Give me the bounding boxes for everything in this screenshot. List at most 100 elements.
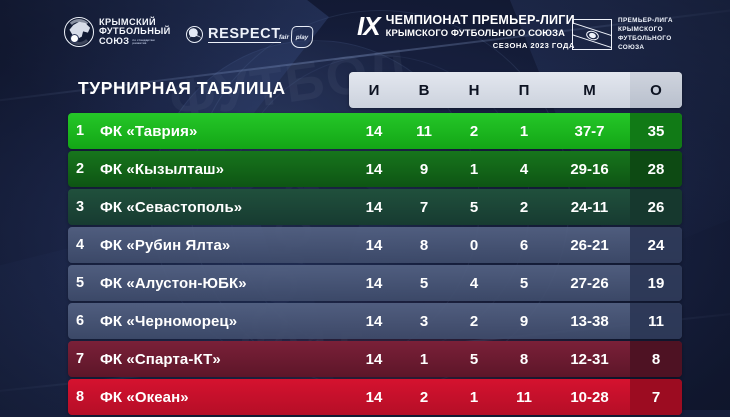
row-team: ФК «Таврия»: [100, 122, 198, 140]
kfs-fineprint-1: по стандартам: [132, 37, 155, 42]
table-row[interactable]: 3 ФК «Севастополь» 14 7 5 2 24-11 26: [68, 189, 682, 225]
fair-play-shield-icon: play: [290, 26, 314, 48]
row-draws: 1: [469, 160, 479, 178]
table-row[interactable]: 5 ФК «Алустон-ЮБК» 14 5 4 5 27-26 19: [68, 265, 682, 301]
row-games: 14: [365, 160, 383, 178]
table-row[interactable]: 4 ФК «Рубин Ялта» 14 8 0 6 26-21 24: [68, 227, 682, 263]
row-losses: 5: [519, 274, 529, 292]
row-goals: 13-38: [570, 312, 609, 330]
championship-season: СЕЗОНА 2023 ГОДА: [492, 40, 575, 50]
kfs-line-1: КРЫМСКИЙ: [99, 16, 157, 27]
row-rank: 7: [75, 351, 85, 367]
column-header-draws: Н: [468, 81, 480, 99]
row-wins: 3: [419, 312, 429, 330]
table-header-row: ТУРНИРНАЯ ТАБЛИЦА И В Н П М О: [0, 68, 730, 113]
crimean-football-union-crest-icon: [64, 17, 94, 47]
row-goals: 24-11: [570, 198, 609, 216]
premier-league-pitch-mark-icon: [572, 18, 612, 50]
row-points: 7: [630, 379, 682, 415]
row-draws: 4: [469, 274, 479, 292]
row-games: 14: [365, 350, 383, 368]
table-row[interactable]: 2 ФК «Кызылташ» 14 9 1 4 29-16 28: [68, 151, 682, 187]
column-header-games: И: [368, 81, 380, 99]
row-wins: 9: [419, 160, 429, 178]
row-points: 24: [630, 227, 682, 263]
row-games: 14: [365, 236, 383, 254]
championship-title-block: IX ЧЕМПИОНАТ ПРЕМЬЕР-ЛИГИ КРЫМСКОГО ФУТБ…: [357, 12, 575, 50]
row-games: 14: [365, 312, 383, 330]
table-row[interactable]: 8 ФК «Океан» 14 2 1 11 10-28 7: [68, 379, 682, 415]
fair-play-logo: fair play: [279, 26, 314, 48]
row-goals: 26-21: [570, 236, 609, 254]
respect-logo: RESPECT: [186, 26, 281, 43]
premier-league-line-2: КРЫМСКОГО: [618, 26, 663, 34]
row-games: 14: [365, 122, 383, 140]
fair-play-play-label: play: [295, 33, 309, 41]
row-points: 19: [630, 265, 682, 301]
column-header-wins: В: [418, 81, 430, 99]
row-draws: 5: [469, 350, 479, 368]
championship-line-1: ЧЕМПИОНАТ ПРЕМЬЕР-ЛИГИ: [385, 13, 575, 27]
row-goals: 29-16: [570, 160, 609, 178]
row-goals: 10-28: [570, 388, 609, 406]
row-wins: 8: [419, 236, 429, 254]
kfs-fineprint: по стандартам развития: [132, 37, 155, 46]
row-team: ФК «Севастополь»: [100, 198, 243, 216]
row-losses: 11: [516, 388, 532, 406]
row-points: 35: [630, 113, 682, 149]
league-standings-table: ТУРНИРНАЯ ТАБЛИЦА И В Н П М О 1 ФК «Тавр…: [0, 68, 730, 417]
row-draws: 5: [469, 198, 479, 216]
premier-league-line-3: ФУТБОЛЬНОГО: [618, 35, 672, 43]
row-games: 14: [365, 274, 383, 292]
kfs-line-3: СОЮЗ: [99, 35, 130, 46]
column-header-goals: М: [583, 81, 596, 99]
row-rank: 6: [75, 313, 85, 329]
premier-league-logo: ПРЕМЬЕР-ЛИГА КРЫМСКОГО ФУТБОЛЬНОГО СОЮЗА: [572, 16, 673, 52]
row-losses: 1: [519, 122, 529, 140]
column-header-points: О: [630, 72, 682, 108]
premier-league-line-4: СОЮЗА: [618, 44, 645, 52]
row-team: ФК «Океан»: [100, 388, 189, 406]
championship-line-2: КРЫМСКОГО ФУТБОЛЬНОГО СОЮЗА: [385, 27, 566, 39]
fair-play-fair-label: fair: [279, 33, 289, 41]
column-header-bar: И В Н П М О: [349, 72, 682, 108]
table-row[interactable]: 1 ФК «Таврия» 14 11 2 1 37-7 35: [68, 113, 682, 149]
kfs-fineprint-2: развития: [132, 41, 147, 46]
respect-label: RESPECT: [208, 25, 281, 43]
row-team: ФК «Рубин Ялта»: [100, 236, 231, 254]
row-draws: 0: [469, 236, 479, 254]
standings-rows: 1 ФК «Таврия» 14 11 2 1 37-7 35 2 ФК «Кы…: [0, 113, 730, 415]
row-draws: 1: [469, 388, 479, 406]
row-points: 26: [630, 189, 682, 225]
crimean-football-union-wordmark: КРЫМСКИЙ ФУТБОЛЬНЫЙ СОЮЗ по стандартам р…: [99, 16, 171, 46]
row-points: 28: [630, 151, 682, 187]
header-logo-bar: КРЫМСКИЙ ФУТБОЛЬНЫЙ СОЮЗ по стандартам р…: [0, 0, 730, 68]
row-draws: 2: [469, 312, 479, 330]
row-wins: 2: [419, 388, 429, 406]
row-goals: 27-26: [570, 274, 609, 292]
row-games: 14: [365, 388, 383, 406]
table-row[interactable]: 7 ФК «Спарта-КТ» 14 1 5 8 12-31 8: [68, 341, 682, 377]
kfs-line-2: ФУТБОЛЬНЫЙ: [99, 26, 171, 37]
row-wins: 5: [419, 274, 429, 292]
row-games: 14: [365, 198, 383, 216]
row-goals: 12-31: [570, 350, 609, 368]
row-wins: 7: [419, 198, 429, 216]
row-losses: 8: [519, 350, 529, 368]
column-header-losses: П: [518, 81, 530, 99]
premier-league-line-1: ПРЕМЬЕР-ЛИГА: [618, 17, 673, 24]
championship-numeral: IX: [357, 11, 381, 41]
row-points: 11: [630, 303, 682, 339]
row-rank: 3: [75, 199, 85, 215]
row-rank: 1: [75, 123, 85, 139]
row-team: ФК «Черноморец»: [100, 312, 238, 330]
row-rank: 8: [75, 389, 85, 405]
row-points: 8: [630, 341, 682, 377]
row-rank: 5: [75, 275, 85, 291]
row-losses: 9: [519, 312, 529, 330]
row-wins: 11: [416, 122, 432, 140]
row-team: ФК «Кызылташ»: [100, 160, 225, 178]
table-row[interactable]: 6 ФК «Черноморец» 14 3 2 9 13-38 11: [68, 303, 682, 339]
row-losses: 2: [519, 198, 529, 216]
row-losses: 4: [519, 160, 529, 178]
